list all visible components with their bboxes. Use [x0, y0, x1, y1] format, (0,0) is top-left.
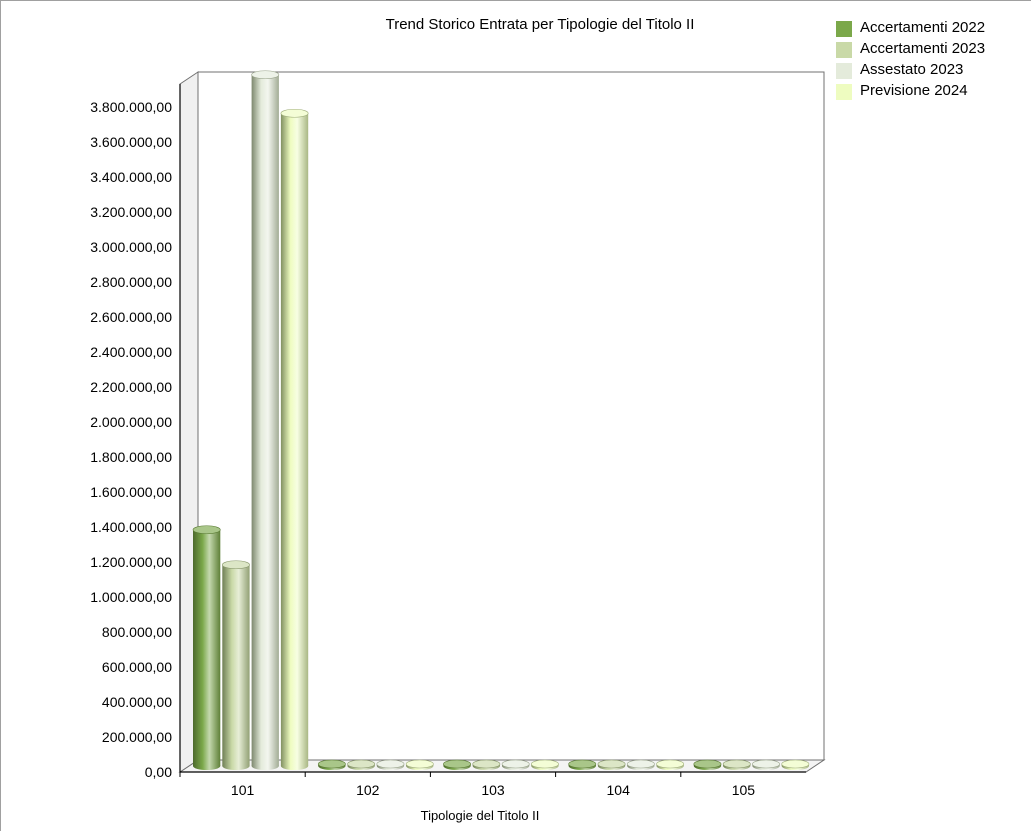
y-tick-label: 2.200.000,00	[90, 379, 172, 395]
bar	[530, 759, 559, 770]
bar	[626, 759, 655, 770]
bar	[347, 759, 376, 770]
y-tick-label: 600.000,00	[102, 659, 172, 675]
y-tick-label: 400.000,00	[102, 694, 172, 710]
bar	[472, 759, 501, 770]
bar	[405, 759, 434, 770]
bar-top	[376, 759, 405, 769]
bar-body	[280, 113, 309, 766]
bar-top	[251, 70, 280, 80]
x-tick-label: 101	[231, 782, 255, 798]
bar-top	[443, 759, 471, 769]
bar-top	[597, 759, 626, 769]
y-tick-label: 3.200.000,00	[90, 204, 172, 220]
bar-top	[781, 759, 810, 769]
bar-top	[626, 759, 655, 769]
bar	[597, 759, 626, 770]
legend-label: Assestato 2023	[860, 61, 964, 78]
bar-body	[251, 74, 279, 766]
y-tick-label: 800.000,00	[102, 624, 172, 640]
legend-swatch	[836, 21, 852, 37]
bar-top	[317, 759, 346, 769]
axis-labels: 0,00 200.000,00 400.000,00 600.000,00 800.00…	[90, 99, 755, 798]
legend-swatch	[836, 63, 852, 79]
legend-swatch	[836, 42, 852, 58]
x-tick-label: 102	[356, 782, 380, 798]
bar	[376, 759, 405, 770]
y-tick-label: 1.800.000,00	[90, 449, 172, 465]
y-tick-label: 2.400.000,00	[90, 344, 172, 360]
bar-base	[251, 762, 279, 770]
y-tick-label: 2.000.000,00	[90, 414, 172, 430]
legend-swatch	[836, 84, 852, 100]
bar-base	[222, 762, 250, 770]
bar-top	[347, 759, 376, 769]
x-axis-title: Tipologie del Titolo II	[420, 808, 540, 823]
bar	[222, 560, 250, 770]
bar	[693, 759, 722, 770]
bar	[280, 108, 309, 770]
bar-top	[722, 759, 751, 769]
bar	[781, 759, 810, 770]
y-tick-label: 1.400.000,00	[90, 519, 172, 535]
bar-top	[656, 759, 685, 769]
bar-top	[568, 759, 597, 769]
bar	[192, 525, 221, 770]
bar-top	[222, 560, 250, 570]
bar-top	[693, 759, 722, 769]
bar	[752, 759, 780, 770]
x-tick-label: 103	[481, 782, 505, 798]
chart-title: Trend Storico Entrata per Tipologie del …	[385, 16, 695, 33]
y-tick-label: 1.600.000,00	[90, 484, 172, 500]
legend-label: Accertamenti 2022	[860, 19, 986, 36]
bar-top	[192, 525, 221, 535]
y-tick-label: 3.600.000,00	[90, 134, 172, 150]
x-tick-label: 104	[607, 782, 631, 798]
bar	[251, 70, 280, 770]
bar-base	[193, 762, 221, 770]
legend-label: Accertamenti 2023	[860, 40, 986, 57]
y-tick-label: 3.400.000,00	[90, 169, 172, 185]
y-tick-label: 2.800.000,00	[90, 274, 172, 290]
bars	[192, 70, 810, 770]
bar-top	[280, 108, 309, 118]
y-tick-label: 200.000,00	[102, 729, 172, 745]
bar	[568, 759, 597, 770]
bar-top	[501, 759, 530, 769]
bar-top	[752, 759, 780, 769]
bar	[656, 759, 685, 770]
y-tick-label: 3.800.000,00	[90, 99, 172, 115]
bar	[443, 759, 471, 770]
bar-top	[405, 759, 434, 769]
bar	[317, 759, 346, 770]
legend-label: Previsione 2024	[860, 82, 968, 99]
bar-body	[222, 564, 250, 766]
y-tick-label: 2.600.000,00	[90, 309, 172, 325]
y-tick-label: 0,00	[145, 764, 172, 780]
y-tick-label: 3.000.000,00	[90, 239, 172, 255]
bar	[722, 759, 751, 770]
bar-base	[280, 762, 309, 770]
x-tick-label: 105	[732, 782, 756, 798]
bar-body	[193, 529, 221, 766]
bar	[501, 759, 530, 770]
bar-top	[472, 759, 501, 769]
bar-top	[530, 759, 559, 769]
y-tick-label: 1.000.000,00	[90, 589, 172, 605]
y-tick-label: 1.200.000,00	[90, 554, 172, 570]
